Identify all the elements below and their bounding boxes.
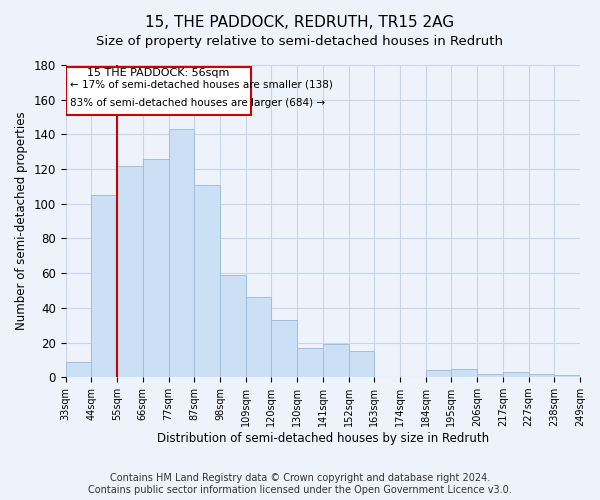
Bar — [451, 368, 477, 377]
Bar — [169, 129, 194, 377]
Text: ← 17% of semi-detached houses are smaller (138): ← 17% of semi-detached houses are smalle… — [70, 79, 332, 89]
Bar — [323, 344, 349, 377]
Y-axis label: Number of semi-detached properties: Number of semi-detached properties — [15, 112, 28, 330]
Bar — [143, 158, 169, 377]
Bar — [297, 348, 323, 377]
Text: Size of property relative to semi-detached houses in Redruth: Size of property relative to semi-detach… — [97, 35, 503, 48]
Bar — [554, 376, 580, 377]
Bar — [477, 374, 503, 377]
X-axis label: Distribution of semi-detached houses by size in Redruth: Distribution of semi-detached houses by … — [157, 432, 489, 445]
FancyBboxPatch shape — [65, 66, 251, 116]
Bar — [349, 351, 374, 377]
Bar — [91, 195, 117, 377]
Bar — [503, 372, 529, 377]
Bar — [220, 275, 245, 377]
Bar — [529, 374, 554, 377]
Bar — [65, 362, 91, 377]
Bar — [194, 184, 220, 377]
Bar — [271, 320, 297, 377]
Bar — [425, 370, 451, 377]
Text: 83% of semi-detached houses are larger (684) →: 83% of semi-detached houses are larger (… — [70, 98, 325, 108]
Text: Contains HM Land Registry data © Crown copyright and database right 2024.
Contai: Contains HM Land Registry data © Crown c… — [88, 474, 512, 495]
Bar — [245, 298, 271, 377]
Text: 15, THE PADDOCK, REDRUTH, TR15 2AG: 15, THE PADDOCK, REDRUTH, TR15 2AG — [145, 15, 455, 30]
Bar — [117, 166, 143, 377]
Text: 15 THE PADDOCK: 56sqm: 15 THE PADDOCK: 56sqm — [87, 68, 229, 78]
